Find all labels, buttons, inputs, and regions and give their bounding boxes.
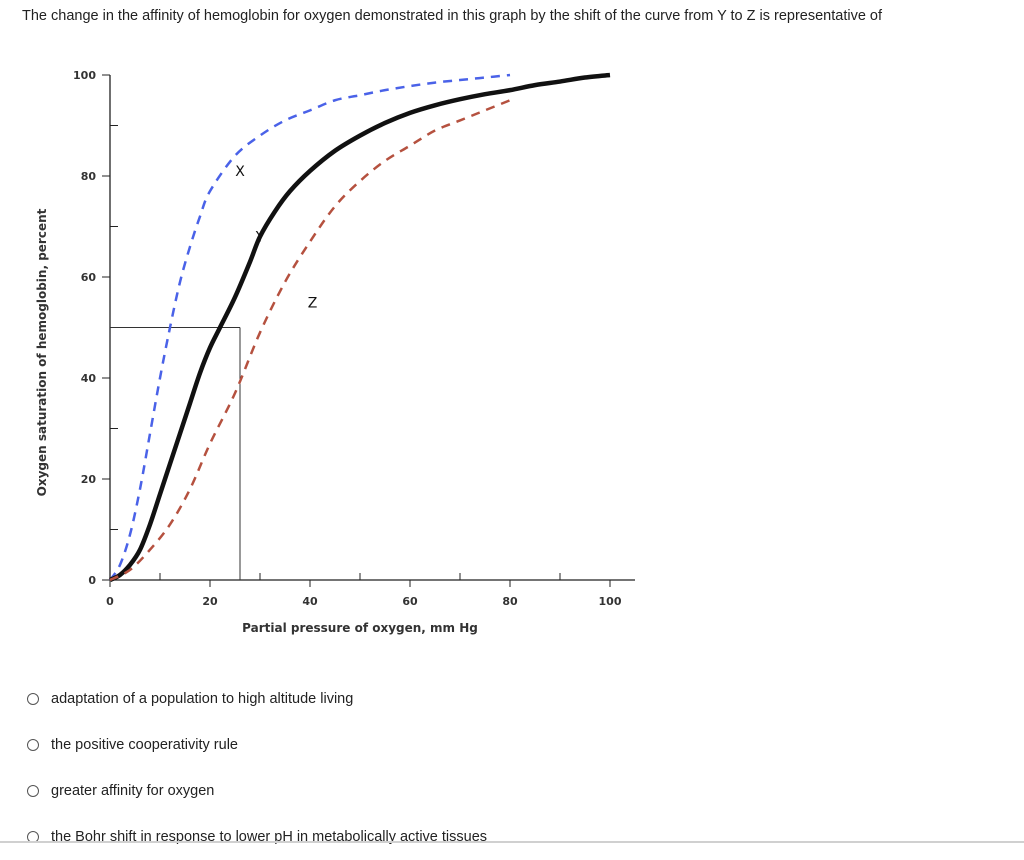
option-4[interactable]: the Bohr shift in response to lower pH i… xyxy=(27,814,487,860)
chart-axes xyxy=(102,74,635,587)
curve-label-x: X xyxy=(235,164,245,180)
option-3[interactable]: greater affinity for oxygen xyxy=(27,768,487,814)
radio-button[interactable] xyxy=(27,739,39,751)
x-tick-label: 20 xyxy=(202,595,218,608)
y-tick-label: 20 xyxy=(81,473,97,486)
x-tick-label: 100 xyxy=(599,595,622,608)
y-tick-label: 100 xyxy=(73,69,96,82)
option-1[interactable]: adaptation of a population to high altit… xyxy=(27,676,487,722)
curve-labels: X Y Z xyxy=(235,164,317,311)
curve-z xyxy=(109,99,511,582)
x-tick-label: 0 xyxy=(106,595,114,608)
x-tick-label: 60 xyxy=(402,595,418,608)
tick-labels: 0 20 40 60 80 100 0 20 40 60 80 100 xyxy=(73,69,622,608)
y-axis-label: Oxygen saturation of hemoglobin, percent xyxy=(35,208,49,496)
x-axis-label: Partial pressure of oxygen, mm Hg xyxy=(242,621,478,635)
y-tick-label: 0 xyxy=(88,574,96,587)
radio-button[interactable] xyxy=(27,693,39,705)
question-text: The change in the affinity of hemoglobin… xyxy=(22,8,883,24)
bottom-divider xyxy=(0,841,1024,843)
x-tick-label: 80 xyxy=(502,595,518,608)
curve-label-z: Z xyxy=(308,295,318,311)
y-tick-label: 80 xyxy=(81,170,97,183)
curves xyxy=(108,72,611,583)
option-2[interactable]: the positive cooperativity rule xyxy=(27,722,487,768)
curve-x xyxy=(108,73,511,581)
x-tick-label: 40 xyxy=(302,595,318,608)
option-label: greater affinity for oxygen xyxy=(51,783,215,799)
oxygen-dissociation-chart: 0 20 40 60 80 100 0 20 40 60 80 100 X Y Z Partial pre… xyxy=(35,69,635,635)
curve-label-y: Y xyxy=(255,230,265,246)
radio-button[interactable] xyxy=(27,785,39,797)
answer-options: adaptation of a population to high altit… xyxy=(27,676,487,860)
option-label: the positive cooperativity rule xyxy=(51,737,238,753)
curve-y xyxy=(108,72,611,583)
y-tick-label: 60 xyxy=(81,271,97,284)
option-label: adaptation of a population to high altit… xyxy=(51,691,354,707)
y-tick-label: 40 xyxy=(81,372,97,385)
